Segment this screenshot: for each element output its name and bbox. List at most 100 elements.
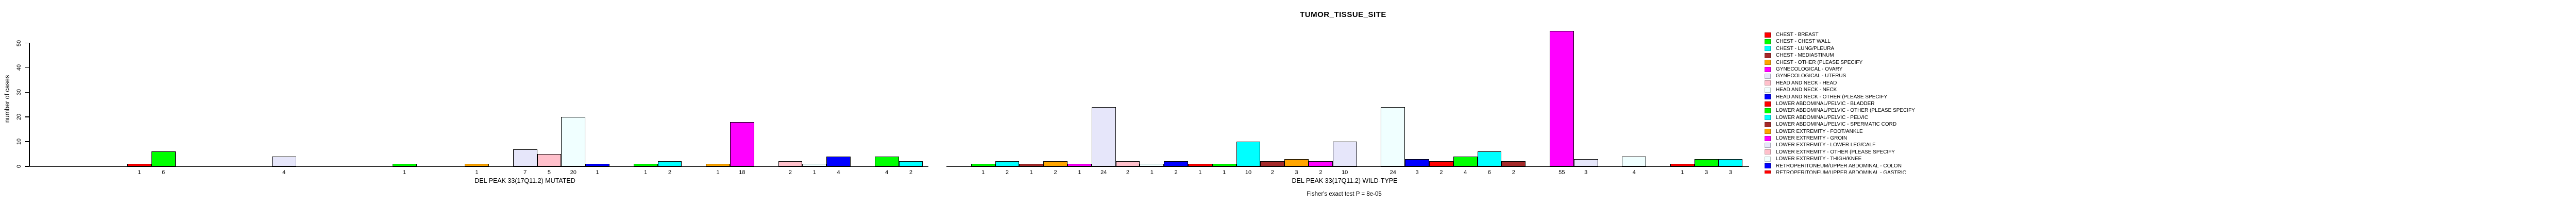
bar-count-label: 1 [981,169,985,176]
legend-swatch-icon [1765,80,1771,86]
bar-count-label: 1 [596,169,599,176]
bar [802,164,827,166]
bar-count-label: 5 [547,169,551,176]
bar [151,151,176,166]
bar [633,164,658,166]
bar-count-label: 3 [1728,169,1733,176]
y-tick-label: 50 [16,40,22,46]
bar-count-label: 1 [644,169,648,176]
bar [1332,142,1357,166]
bar-count-label: 2 [1270,169,1274,176]
legend-row: LOWER EXTREMITY - LOWER LEG/CALF [1765,142,1875,148]
bar-count-label: 1 [1223,169,1226,176]
y-axis-line [29,43,30,166]
bar [657,161,682,166]
bar [561,117,586,166]
bar-count-label: 2 [1512,169,1515,176]
bar-count-label: 4 [837,169,840,176]
bar [778,161,803,166]
bar [537,154,562,166]
legend-swatch-icon [1765,46,1771,52]
legend-row: RETROPERITONEUM/UPPER ABDOMINAL - GASTRI… [1765,169,1906,174]
bar-count-label: 1 [1029,169,1033,176]
legend-label: CHEST - OTHER (PLEASE SPECIFY [1776,59,1863,65]
legend-row: CHEST - OTHER (PLEASE SPECIFY [1765,59,1862,66]
y-tick-label: 0 [16,164,22,168]
legend-label: LOWER EXTREMITY - GROIN [1776,135,1848,141]
bar [1284,159,1309,166]
bar [995,161,1020,166]
bar-count-label: 55 [1558,169,1565,176]
legend-swatch-icon [1765,170,1771,174]
legend-row: HEAD AND NECK - NECK [1765,87,1837,93]
x-axis-label-wildtype: DEL PEAK 33(17Q11.2) WILD-TYPE [1292,177,1398,184]
legend-swatch-icon [1765,156,1771,162]
legend-label: LOWER EXTREMITY - OTHER (PLEASE SPECIFY [1776,149,1895,155]
legend-label: LOWER EXTREMITY - THIGH/KNEE [1776,156,1862,162]
bar-count-label: 2 [1174,169,1178,176]
bar [272,156,296,166]
legend-swatch-icon [1765,32,1771,38]
bar [730,122,754,166]
bar-count-label: 6 [162,169,165,176]
bar-count-label: 10 [1245,169,1252,176]
legend-swatch-icon [1765,66,1771,72]
legend-label: LOWER EXTREMITY - FOOT/ANKLE [1776,128,1863,134]
bar-count-label: 1 [716,169,720,176]
bar-count-label: 4 [282,169,286,176]
bar-count-label: 7 [523,169,527,176]
bar-count-label: 18 [739,169,745,176]
y-tick-mark [25,42,29,44]
bar [1164,161,1188,166]
y-axis-title: number of cases [4,75,11,123]
bar-count-label: 1 [1078,169,1081,176]
legend-label: HEAD AND NECK - NECK [1776,87,1837,93]
y-tick-mark [25,141,29,142]
bar [1043,161,1067,166]
legend-swatch-icon [1765,163,1771,169]
bar-count-label: 2 [788,169,792,176]
bar [1622,156,1647,166]
bar-count-label: 1 [138,169,141,176]
legend-row: HEAD AND NECK - HEAD [1765,80,1837,87]
legend-swatch-icon [1765,129,1771,134]
bar-count-label: 6 [1487,169,1492,176]
legend-row: LOWER EXTREMITY - GROIN [1765,135,1847,142]
bar [1718,159,1743,166]
legend-swatch-icon [1765,53,1771,58]
legend-row: LOWER EXTREMITY - THIGH/KNEE [1765,156,1861,162]
legend-row: LOWER ABDOMINAL/PELVIC - OTHER (PLEASE S… [1765,107,1915,114]
chart-title: TUMOR_TISSUE_SITE [1300,10,1386,19]
bar-count-label: 3 [1415,169,1419,176]
bar [1115,161,1140,166]
bar [971,164,995,166]
bar [127,164,151,166]
legend-row: LOWER EXTREMITY - OTHER (PLEASE SPECIFY [1765,149,1895,156]
legend-row: LOWER ABDOMINAL/PELVIC - SPERMATIC CORD [1765,121,1896,128]
bar-count-label: 1 [1681,169,1684,176]
bar-count-label: 2 [1054,169,1057,176]
bar [1573,159,1598,166]
bar [899,161,923,166]
bar-count-label: 10 [1342,169,1348,176]
legend-swatch-icon [1765,108,1771,114]
legend-row: RETROPERITONEUM/UPPER ABDOMINAL - COLON [1765,163,1902,169]
bar [1477,151,1502,166]
bar [1694,159,1719,166]
legend-label: CHEST - CHEST WALL [1776,39,1831,45]
bar [465,164,489,166]
bar [1405,159,1429,166]
bar-count-label: 24 [1389,169,1396,176]
bar-count-label: 4 [1632,169,1636,176]
legend-label: LOWER ABDOMINAL/PELVIC - BLADDER [1776,101,1875,107]
legend-label: CHEST - MEDIASTINUM [1776,53,1834,59]
bar [1067,164,1092,166]
bar-count-label: 3 [1584,169,1588,176]
legend-label: CHEST - BREAST [1776,32,1819,38]
bar-count-label: 1 [403,169,406,176]
bar-count-label: 2 [1439,169,1443,176]
bar [1429,161,1453,166]
y-tick-label: 30 [16,89,22,96]
y-tick-mark [25,116,29,117]
